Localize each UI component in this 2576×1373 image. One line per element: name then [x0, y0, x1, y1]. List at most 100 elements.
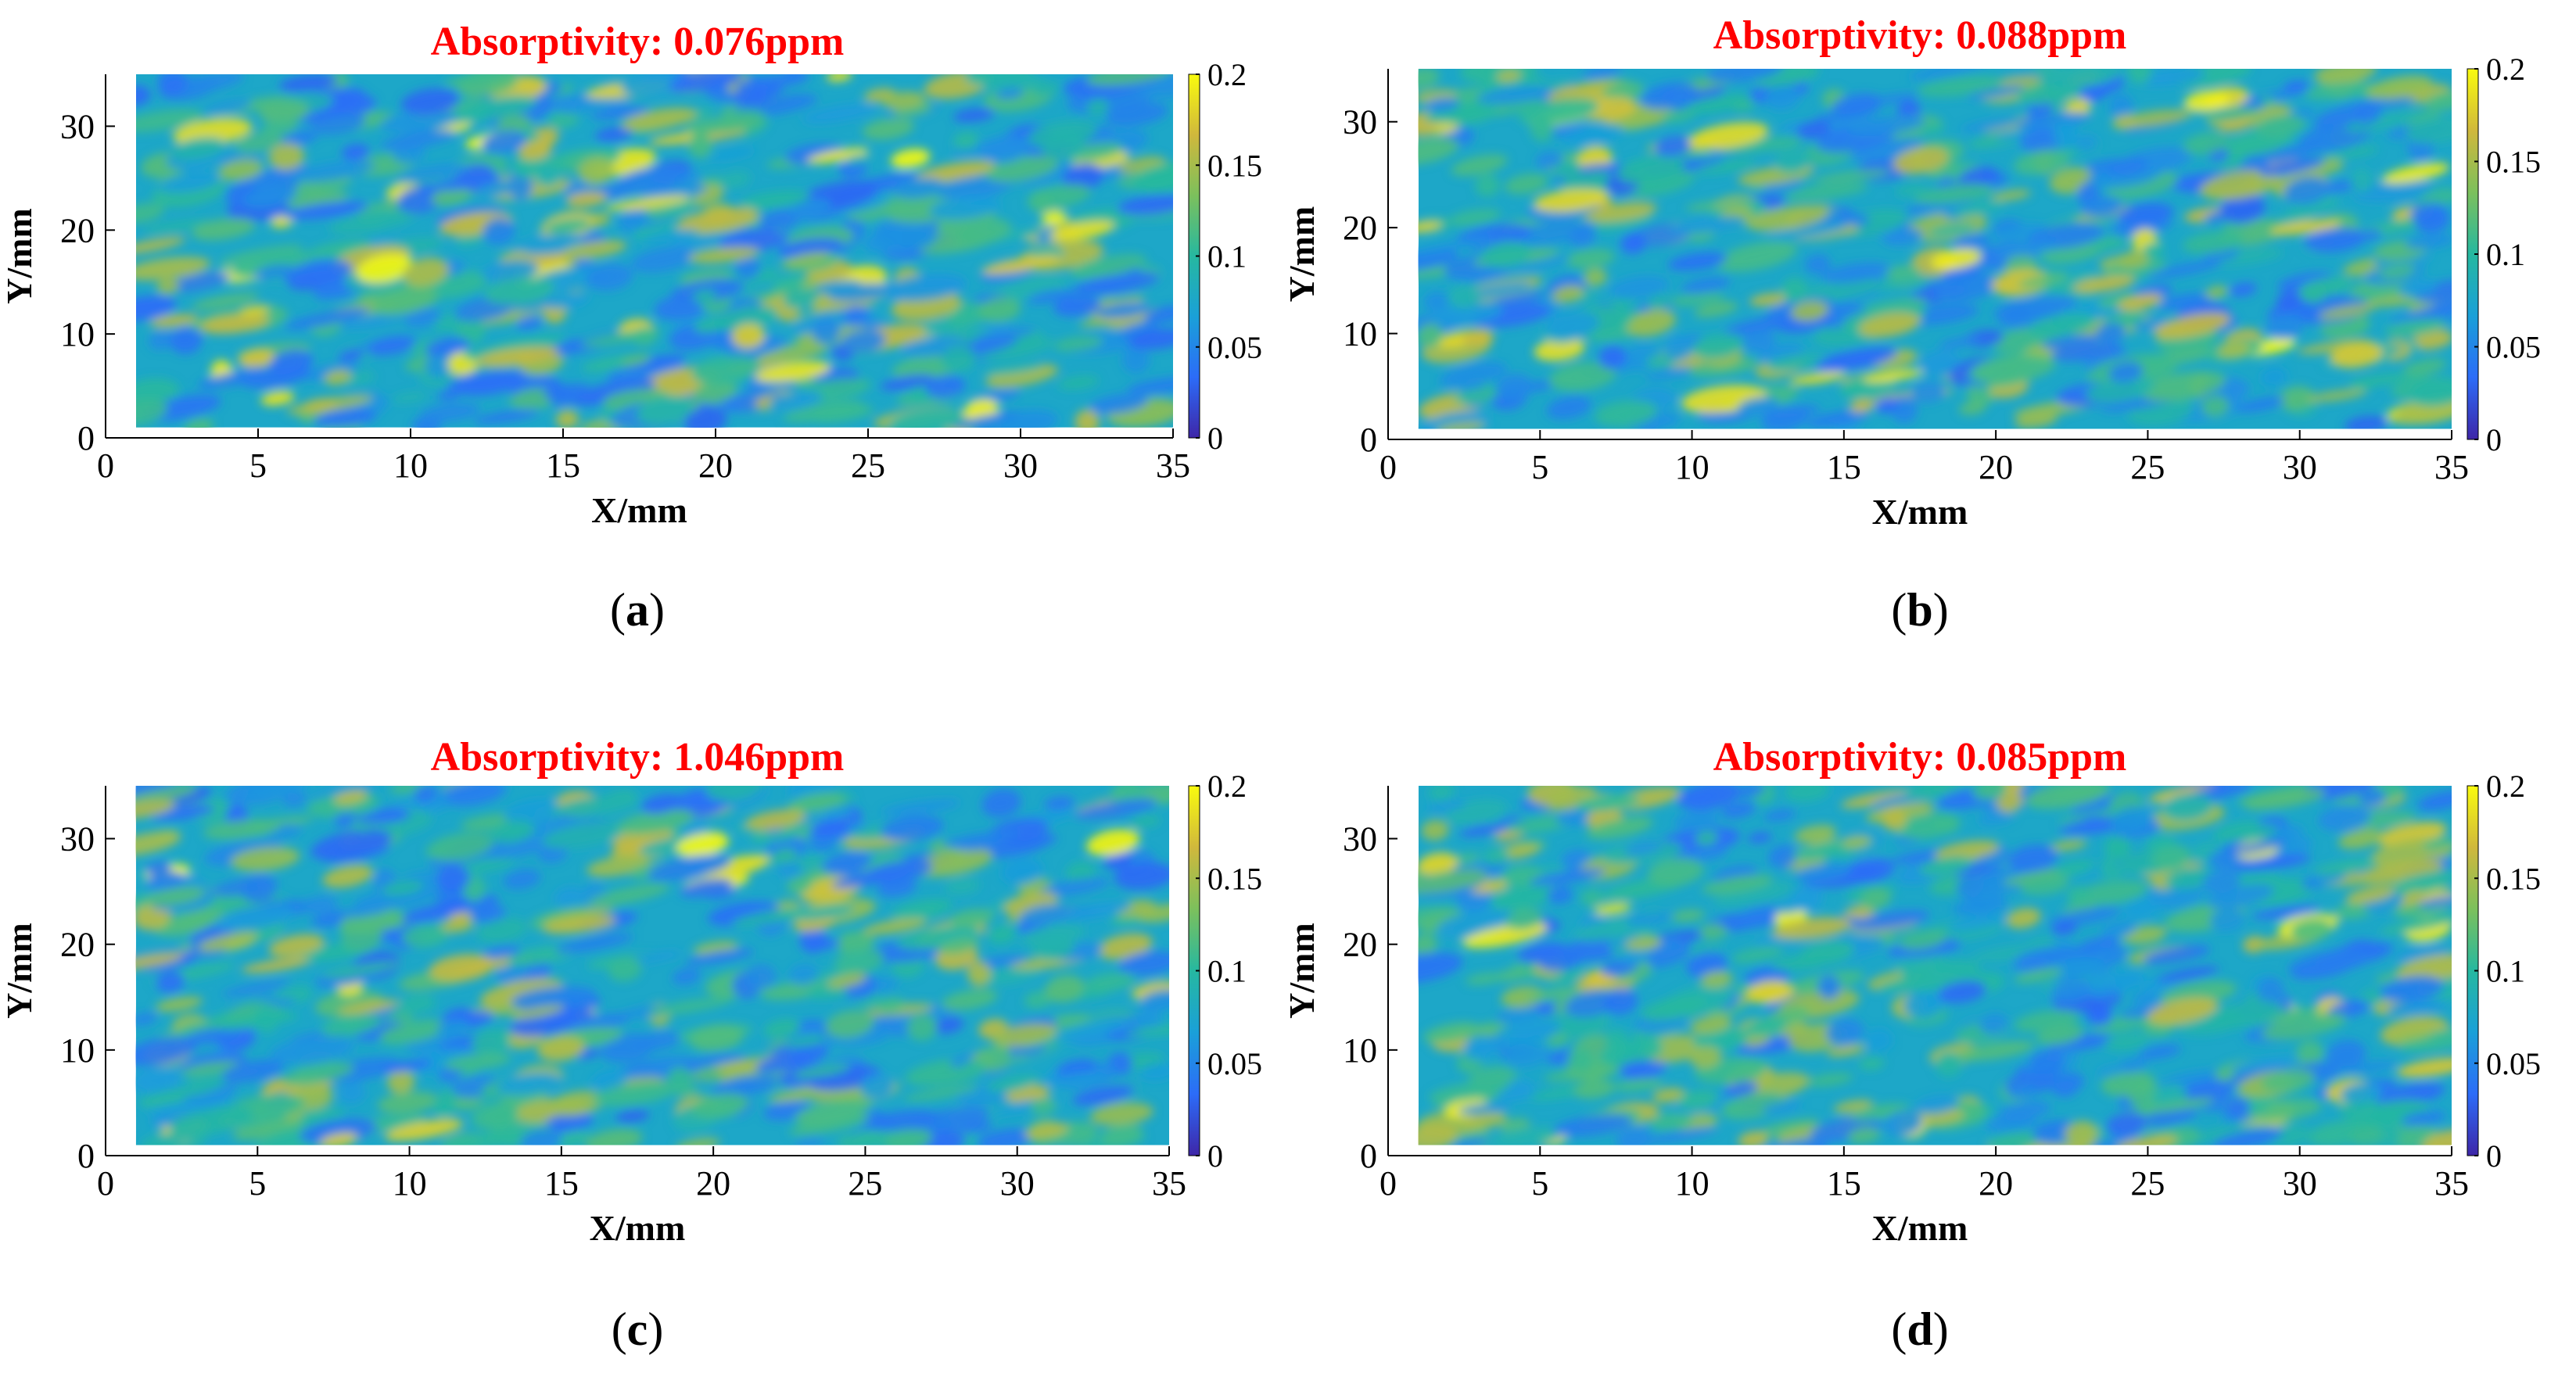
heatmap-blob	[204, 99, 252, 114]
heatmap-blob	[149, 314, 198, 328]
heatmap-blob	[2064, 1120, 2098, 1145]
heatmap-blob	[396, 185, 445, 214]
x-tick-label: 5	[1531, 1164, 1548, 1203]
heatmap-blob	[482, 260, 540, 283]
heatmap-blob	[2205, 285, 2228, 299]
heatmap-blob	[2233, 854, 2312, 871]
heatmap-blob	[1428, 786, 1455, 801]
heatmap-blob	[1535, 152, 1563, 169]
heatmap-blob	[1760, 1118, 1820, 1137]
heatmap-blob	[648, 997, 732, 1016]
heatmap-blob	[270, 1035, 355, 1065]
heatmap-blob	[1796, 120, 1832, 139]
heatmap-blob	[2153, 312, 2231, 339]
heatmap-blob	[981, 363, 1043, 375]
panel-title: Absorptivity: 0.088ppm	[1713, 13, 2127, 58]
heatmap-blob	[1070, 254, 1146, 279]
heatmap-blob	[481, 130, 527, 153]
heatmap-blob	[554, 934, 634, 953]
heatmap-blob	[1690, 1045, 1722, 1069]
heatmap-blob	[1735, 1072, 1810, 1101]
heatmap-blob	[180, 1060, 241, 1076]
heatmap-blob	[324, 369, 352, 385]
heatmap-blob	[2213, 821, 2262, 843]
heatmap-blob	[548, 388, 575, 407]
heatmap-blob	[135, 1066, 182, 1094]
heatmap-blob	[138, 1083, 223, 1102]
heatmap-blob	[1832, 93, 1881, 115]
heatmap-blob	[198, 932, 258, 952]
heatmap-blob	[2356, 859, 2444, 884]
heatmap-blob	[1459, 824, 1505, 837]
heatmap-blob	[2078, 970, 2147, 996]
heatmap-blob	[1518, 99, 1600, 125]
heatmap-blob	[2402, 1110, 2446, 1126]
heatmap-blob	[1430, 301, 1503, 326]
heatmap-blob	[2398, 1027, 2452, 1052]
heatmap-blob	[1032, 81, 1060, 96]
heatmap-blob	[1132, 163, 1173, 194]
heatmap-blob	[960, 1122, 993, 1134]
heatmap-blob	[565, 192, 608, 207]
heatmap-blob	[337, 999, 400, 1015]
heatmap-blob	[356, 253, 413, 284]
heatmap-blob	[2409, 330, 2452, 350]
heatmap-blob	[2050, 979, 2093, 1003]
y-tick-label: 20	[60, 211, 95, 249]
heatmap-blob	[429, 954, 494, 982]
heatmap-blob	[2236, 396, 2286, 413]
heatmap-blob	[436, 864, 470, 893]
x-tick-label: 15	[1827, 1164, 1861, 1203]
heatmap-blob	[282, 791, 307, 807]
heatmap-blob	[670, 233, 737, 249]
heatmap-blob	[1841, 835, 1871, 848]
heatmap-blob	[1771, 954, 1831, 971]
heatmap-blob	[637, 395, 694, 425]
heatmap-blob	[568, 1013, 631, 1033]
heatmap-blob	[1761, 406, 1808, 429]
heatmap-blob	[2050, 342, 2125, 362]
heatmap-blob	[2090, 236, 2126, 250]
heatmap-blob	[497, 114, 533, 134]
heatmap-blob	[570, 379, 656, 407]
heatmap-blob	[586, 263, 633, 291]
heatmap-blob	[676, 833, 730, 858]
heatmap-blob	[1086, 829, 1140, 856]
heatmap-blob	[1677, 1090, 1718, 1110]
heatmap-blob	[1426, 800, 1466, 812]
heatmap-blob	[2007, 1084, 2038, 1099]
heatmap-blob	[235, 131, 284, 154]
heatmap-blob	[386, 1070, 415, 1094]
heatmap-blob	[2014, 967, 2063, 984]
heatmap-blob	[136, 296, 177, 322]
heatmap-blob	[230, 847, 300, 872]
x-tick-label: 25	[2130, 1164, 2165, 1203]
heatmap-blob	[1591, 213, 1653, 232]
heatmap-blob	[2420, 188, 2452, 206]
heatmap-blob	[1952, 234, 1991, 251]
heatmap-blob	[1702, 874, 1773, 894]
x-tick-label: 5	[1531, 448, 1548, 486]
heatmap-blob	[2202, 869, 2241, 894]
heatmap-blob	[2414, 208, 2450, 234]
heatmap-blob	[1789, 371, 1846, 385]
heatmap-blob	[672, 967, 701, 985]
heatmap-blob	[2086, 376, 2154, 403]
heatmap-blob	[231, 249, 313, 279]
heatmap-blob	[1480, 241, 1531, 268]
heatmap-blob	[135, 831, 181, 856]
heatmap-blob	[2183, 132, 2230, 155]
heatmap-blob	[1121, 346, 1150, 374]
x-tick-label: 25	[851, 446, 885, 485]
heatmap-blob	[2287, 296, 2370, 325]
heatmap-blob	[1850, 910, 1930, 930]
heatmap-blob	[1075, 409, 1100, 428]
heatmap-blob	[996, 88, 1024, 99]
heatmap-blob	[1448, 284, 1480, 309]
heatmap-blob	[300, 1118, 377, 1145]
heatmap-blob	[310, 829, 392, 861]
heatmap-blob	[2144, 1098, 2215, 1113]
x-tick-label: 20	[698, 446, 733, 485]
heatmap-blob	[642, 229, 699, 242]
heatmap-blob	[783, 288, 820, 309]
